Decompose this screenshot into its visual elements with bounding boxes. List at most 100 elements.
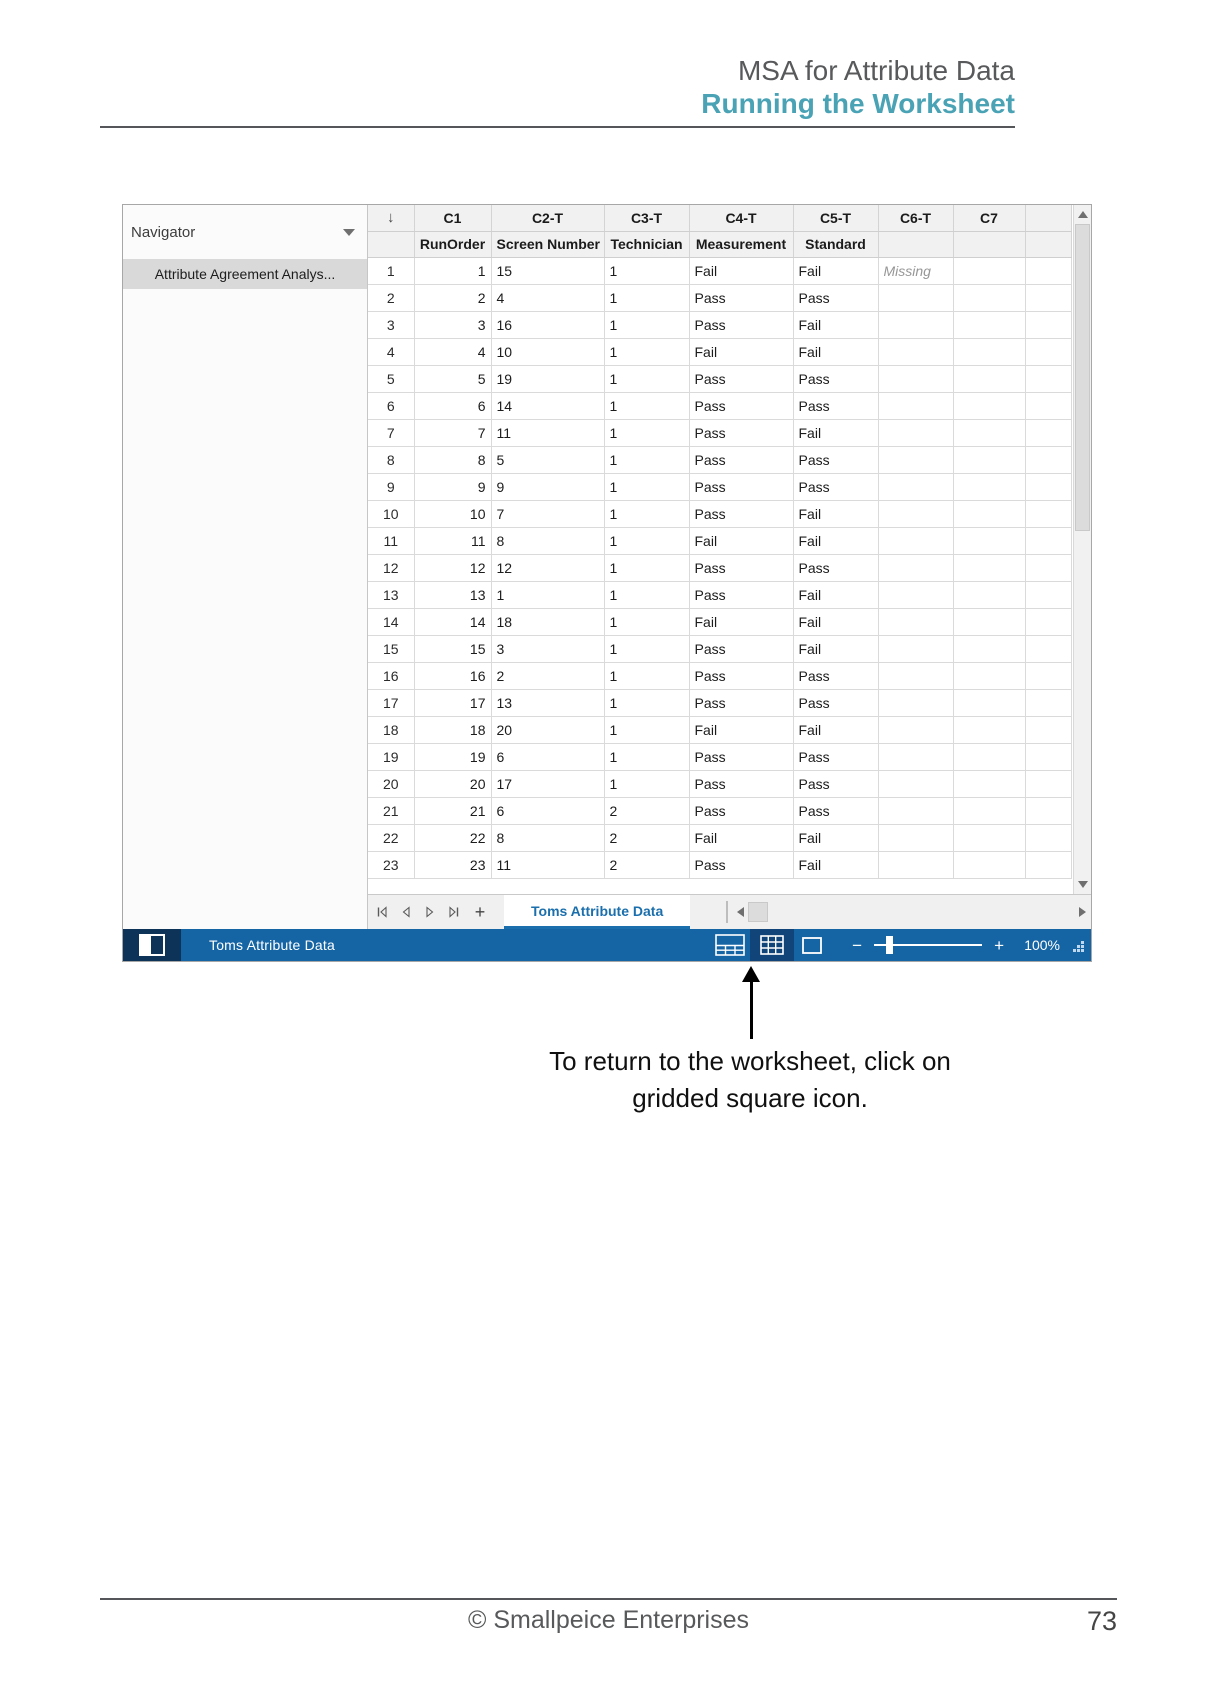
cell[interactable]: 19	[414, 743, 492, 771]
cell[interactable]: 7	[491, 500, 605, 528]
cell[interactable]: 16	[491, 311, 605, 339]
cell[interactable]	[878, 716, 954, 744]
cell[interactable]: 1	[604, 311, 690, 339]
cell[interactable]: 15	[414, 635, 492, 663]
column-name-C4-T[interactable]: Measurement	[689, 231, 794, 258]
cell[interactable]: Fail	[689, 257, 794, 285]
cell[interactable]: Pass	[689, 797, 794, 825]
cell[interactable]	[953, 608, 1026, 636]
horizontal-scrollbar-thumb[interactable]	[748, 902, 769, 922]
cell[interactable]: Fail	[689, 824, 794, 852]
cell[interactable]: 1	[604, 635, 690, 663]
cell[interactable]: Pass	[689, 473, 794, 501]
cell[interactable]: Fail	[793, 716, 879, 744]
cell[interactable]	[878, 635, 954, 663]
cell[interactable]	[878, 581, 954, 609]
cell[interactable]	[878, 770, 954, 798]
cell[interactable]	[953, 662, 1026, 690]
vertical-scrollbar-thumb[interactable]	[1075, 224, 1090, 531]
column-name-C2-T[interactable]: Screen Number	[491, 231, 605, 258]
cell[interactable]	[953, 770, 1026, 798]
show-worksheet-button[interactable]	[750, 929, 795, 961]
cell[interactable]: 18	[414, 716, 492, 744]
cell[interactable]: Pass	[689, 554, 794, 582]
cell[interactable]	[953, 635, 1026, 663]
corner-cell[interactable]: ↓	[368, 205, 415, 232]
cell[interactable]: Fail	[793, 500, 879, 528]
cell[interactable]: Fail	[689, 716, 794, 744]
cell[interactable]	[878, 824, 954, 852]
cell[interactable]	[878, 473, 954, 501]
cell[interactable]: Fail	[793, 635, 879, 663]
cell[interactable]: Fail	[793, 527, 879, 555]
row-header[interactable]: 19	[368, 743, 415, 771]
cell[interactable]	[878, 392, 954, 420]
cell[interactable]	[953, 365, 1026, 393]
cell[interactable]: 6	[414, 392, 492, 420]
next-sheet-button[interactable]	[419, 901, 440, 923]
cell[interactable]	[953, 392, 1026, 420]
cell[interactable]: 2	[604, 824, 690, 852]
cell[interactable]: 6	[491, 743, 605, 771]
row-header[interactable]: 16	[368, 662, 415, 690]
column-header-C7[interactable]: C7	[953, 205, 1026, 232]
cell[interactable]	[953, 500, 1026, 528]
cell[interactable]	[878, 311, 954, 339]
show-output-button[interactable]	[710, 929, 750, 961]
cell[interactable]: Fail	[793, 257, 879, 285]
cell[interactable]: 9	[414, 473, 492, 501]
cell[interactable]	[953, 743, 1026, 771]
row-header[interactable]: 20	[368, 770, 415, 798]
cell[interactable]	[878, 743, 954, 771]
resize-grip-icon[interactable]	[1072, 940, 1085, 958]
cell[interactable]: Fail	[793, 824, 879, 852]
cell[interactable]: Pass	[793, 392, 879, 420]
cell[interactable]	[953, 824, 1026, 852]
cell[interactable]: 21	[414, 797, 492, 825]
cell[interactable]: Pass	[689, 419, 794, 447]
horizontal-scrollbar[interactable]	[728, 895, 1091, 929]
navigator-item-attribute-agreement[interactable]: Attribute Agreement Analys...	[123, 259, 367, 289]
cell[interactable]	[953, 581, 1026, 609]
cell[interactable]: 2	[604, 797, 690, 825]
cell[interactable]: 11	[491, 419, 605, 447]
cell[interactable]: 2	[414, 284, 492, 312]
zoom-slider[interactable]	[874, 936, 983, 954]
cell[interactable]: Pass	[689, 770, 794, 798]
column-name-C5-T[interactable]: Standard	[793, 231, 879, 258]
cell[interactable]: 18	[491, 608, 605, 636]
cell[interactable]	[953, 716, 1026, 744]
cell[interactable]	[878, 608, 954, 636]
last-sheet-button[interactable]	[443, 901, 464, 923]
cell[interactable]: 1	[604, 743, 690, 771]
cell[interactable]: Pass	[689, 635, 794, 663]
cell[interactable]: Pass	[793, 662, 879, 690]
row-header[interactable]: 23	[368, 851, 415, 879]
cell[interactable]: 8	[414, 446, 492, 474]
cell[interactable]: Pass	[689, 662, 794, 690]
cell[interactable]: Pass	[689, 284, 794, 312]
column-header-C4-T[interactable]: C4-T	[689, 205, 794, 232]
cell[interactable]: 1	[604, 689, 690, 717]
cell[interactable]: 17	[491, 770, 605, 798]
cell[interactable]: 3	[414, 311, 492, 339]
cell[interactable]	[878, 419, 954, 447]
cell[interactable]: Pass	[689, 581, 794, 609]
cell[interactable]	[953, 554, 1026, 582]
cell[interactable]: Fail	[793, 581, 879, 609]
corner-name-cell[interactable]	[368, 231, 415, 258]
cell[interactable]: 1	[604, 392, 690, 420]
cell[interactable]	[878, 446, 954, 474]
cell[interactable]: Fail	[793, 338, 879, 366]
cell[interactable]: Pass	[793, 446, 879, 474]
column-name-C3-T[interactable]: Technician	[604, 231, 690, 258]
previous-sheet-button[interactable]	[395, 901, 416, 923]
cell[interactable]	[953, 473, 1026, 501]
cell[interactable]: Fail	[689, 338, 794, 366]
row-header[interactable]: 18	[368, 716, 415, 744]
cell[interactable]	[953, 851, 1026, 879]
cell[interactable]: 1	[604, 446, 690, 474]
vertical-scrollbar[interactable]	[1073, 205, 1091, 894]
cell[interactable]: 17	[414, 689, 492, 717]
row-header[interactable]: 1	[368, 257, 415, 285]
